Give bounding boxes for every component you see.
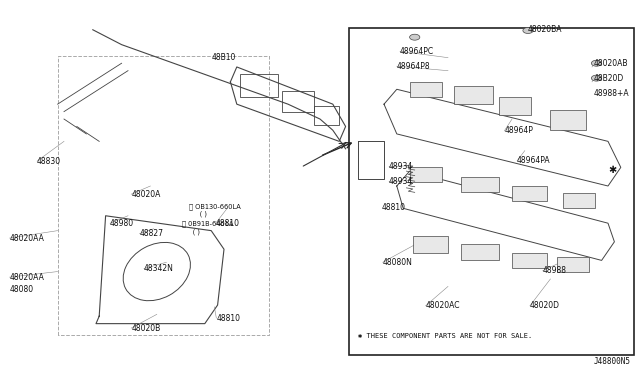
Text: ✱: ✱ bbox=[609, 166, 616, 175]
Text: 48980: 48980 bbox=[110, 219, 134, 228]
Bar bbox=[550, 110, 586, 130]
Text: 48964P8: 48964P8 bbox=[397, 62, 431, 71]
Text: 48830: 48830 bbox=[37, 157, 61, 166]
Text: 48020B: 48020B bbox=[131, 324, 161, 333]
Bar bbox=[461, 244, 499, 260]
Text: 48020AC: 48020AC bbox=[426, 301, 460, 310]
Text: 48020AA: 48020AA bbox=[10, 234, 44, 243]
Text: 48B10: 48B10 bbox=[212, 53, 236, 62]
Text: Ⓜ OB130-660LA
     ( ): Ⓜ OB130-660LA ( ) bbox=[189, 203, 241, 217]
Text: 48964PA: 48964PA bbox=[517, 156, 551, 165]
Bar bbox=[454, 86, 493, 104]
Bar bbox=[461, 177, 499, 192]
Text: 48B20D: 48B20D bbox=[594, 74, 624, 83]
Bar bbox=[410, 167, 442, 182]
Text: J48800N5: J48800N5 bbox=[593, 357, 630, 366]
Circle shape bbox=[591, 60, 602, 66]
Text: 48020A: 48020A bbox=[131, 190, 161, 199]
Text: 48020BA: 48020BA bbox=[528, 25, 563, 33]
Bar bbox=[240, 74, 278, 97]
Bar bbox=[413, 236, 448, 253]
Text: 48020AB: 48020AB bbox=[594, 60, 628, 68]
Bar bbox=[563, 193, 595, 208]
Text: ✱ THESE COMPONENT PARTS ARE NOT FOR SALE.: ✱ THESE COMPONENT PARTS ARE NOT FOR SALE… bbox=[358, 333, 532, 339]
Text: 48020AA: 48020AA bbox=[10, 273, 44, 282]
Text: 48934: 48934 bbox=[389, 177, 413, 186]
Bar bbox=[499, 97, 531, 115]
Text: 48988: 48988 bbox=[543, 266, 567, 275]
Text: ⓝ 0B91B-6401A
     ( ): ⓝ 0B91B-6401A ( ) bbox=[182, 221, 234, 235]
Text: 48988+A: 48988+A bbox=[594, 89, 630, 98]
Text: 48964P: 48964P bbox=[504, 126, 533, 135]
Circle shape bbox=[591, 75, 602, 81]
Bar bbox=[557, 257, 589, 272]
Bar bbox=[314, 106, 339, 125]
Bar bbox=[282, 91, 314, 112]
Circle shape bbox=[523, 28, 533, 33]
Text: 48810: 48810 bbox=[216, 219, 240, 228]
Bar bbox=[349, 28, 634, 355]
Text: 48810: 48810 bbox=[382, 203, 406, 212]
Text: 48020D: 48020D bbox=[530, 301, 560, 310]
Text: 48964PC: 48964PC bbox=[400, 47, 434, 56]
Text: 48827: 48827 bbox=[140, 229, 164, 238]
Text: 48080: 48080 bbox=[10, 285, 34, 294]
Circle shape bbox=[410, 34, 420, 40]
Text: 48934: 48934 bbox=[389, 162, 413, 171]
Text: 48080N: 48080N bbox=[383, 258, 413, 267]
Bar bbox=[512, 186, 547, 201]
Bar bbox=[410, 82, 442, 97]
Text: 48342N: 48342N bbox=[144, 264, 174, 273]
Bar bbox=[512, 253, 547, 268]
Text: 48810: 48810 bbox=[216, 314, 241, 323]
